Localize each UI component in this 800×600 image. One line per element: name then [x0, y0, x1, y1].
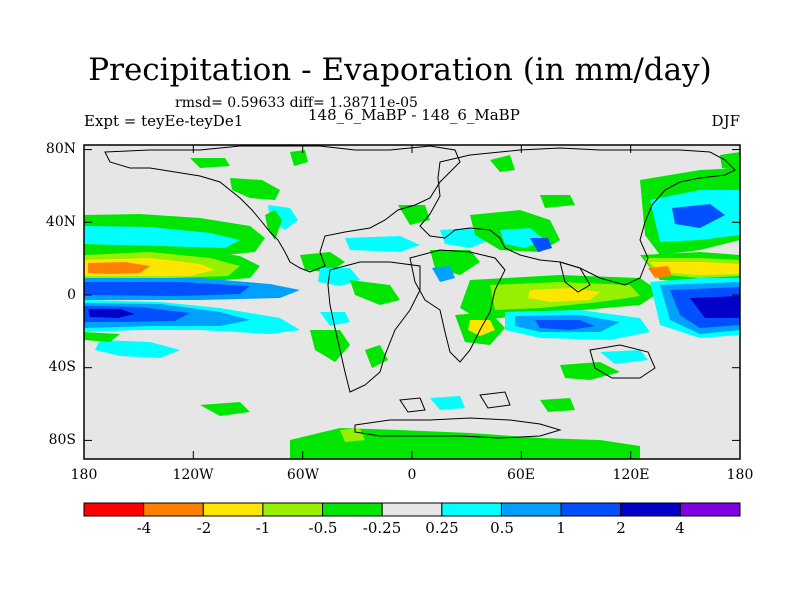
field-green-satl2: [365, 345, 388, 368]
colorbar-label: 1: [556, 519, 566, 537]
colorbar-swatch: [441, 502, 502, 517]
field-yellow-ind-eq: [528, 288, 600, 302]
coast-eurasia: [419, 147, 736, 286]
field-green-arctic1: [190, 158, 230, 168]
contour-field: [84, 150, 740, 459]
field-green-sib: [540, 195, 575, 208]
colorbar-swatch: [500, 502, 562, 517]
colorbar-swatch: [202, 502, 264, 517]
y-tick-80n: 80N: [45, 141, 76, 157]
colorbar-swatch: [679, 502, 741, 517]
colorbar-label: 4: [675, 519, 685, 537]
colorbar-label: 0.5: [490, 519, 514, 537]
colorbar-swatch: [143, 502, 204, 517]
x-tick-120w: 120W: [172, 467, 214, 483]
field-orange-wpac: [648, 266, 672, 278]
colorbar: [83, 502, 741, 517]
field-yellowgreen-antarctic: [340, 428, 365, 442]
x-tick-0: 0: [407, 467, 417, 483]
field-lightblue-afr: [432, 266, 455, 282]
colorbar-label: 2: [616, 519, 626, 537]
field-green-atl1: [300, 252, 345, 272]
field-blue-ind-n: [530, 238, 552, 252]
field-blue-wpac-n: [672, 204, 725, 228]
x-tick-60w: 60W: [286, 467, 320, 483]
colorbar-swatch: [322, 502, 383, 517]
y-tick-0: 0: [67, 287, 76, 303]
field-darkblue-southpac: [88, 309, 135, 318]
y-tick-40n: 40N: [45, 214, 76, 230]
colorbar-label: -4: [136, 519, 152, 537]
colorbar-label: -2: [196, 519, 212, 537]
colorbar-label: -0.5: [308, 519, 338, 537]
field-green-satl: [350, 280, 400, 305]
field-green-na3: [265, 210, 282, 240]
field-cyan-ind-s2: [600, 350, 648, 364]
field-green-ind-s2: [560, 362, 620, 380]
experiment-label: Expt = teyEe-teyDe1: [84, 112, 244, 130]
field-blue-ind-s: [535, 320, 595, 330]
coast-india: [559, 261, 591, 293]
y-tick-40s: 40S: [48, 359, 76, 375]
field-green-sa1: [310, 330, 350, 362]
season-label: DJF: [711, 112, 740, 130]
field-cyan-spcz: [95, 340, 180, 358]
field-yellow-wpac: [650, 262, 740, 275]
colorbar-swatch: [262, 502, 324, 517]
colorbar-swatch: [560, 502, 622, 517]
plot-title: Precipitation - Evaporation (in mm/day): [88, 52, 712, 88]
field-green-eur: [398, 205, 430, 225]
coast-africa: [409, 249, 506, 363]
coast-south-america: [327, 261, 421, 393]
x-tick-180w: 180: [70, 467, 98, 483]
field-cyan-so2: [430, 396, 465, 410]
x-tick-180e: 180: [726, 467, 754, 483]
coast-island-1: [399, 397, 426, 413]
field-blue-eq: [84, 282, 250, 296]
field-darkblue-wpac-eq: [690, 296, 740, 318]
colorbar-swatch: [620, 502, 681, 517]
coast-australia: [589, 344, 656, 379]
tick-marks: [84, 145, 740, 459]
field-green-na1: [230, 178, 280, 200]
coastlines: [104, 145, 736, 439]
colorbar-label: -0.25: [362, 519, 402, 537]
coast-island-2: [479, 391, 511, 409]
field-green-arctic2: [290, 150, 308, 166]
field-green-arctic3: [720, 152, 740, 170]
field-green-so3: [540, 398, 575, 412]
plot-subtitle: 148_6_MaBP - 148_6_MaBP: [308, 106, 520, 124]
colorbar-swatch: [381, 502, 443, 517]
field-green-asia-n: [490, 155, 515, 172]
field-cyan-med: [345, 236, 420, 252]
colorbar-label: 0.25: [425, 519, 459, 537]
coast-north-america: [104, 145, 461, 273]
field-cyan-northpac: [84, 226, 240, 248]
x-tick-60e: 60E: [506, 467, 536, 483]
field-orange-eqpac: [88, 262, 150, 274]
field-green-so1: [200, 402, 250, 416]
colorbar-label: -1: [255, 519, 271, 537]
rmsd-stats: rmsd= 0.59633 diff= 1.38711e-05: [175, 95, 418, 111]
field-cyan-sa2: [320, 312, 350, 326]
coast-antarctica: [354, 417, 562, 439]
field-green-sp: [84, 332, 120, 342]
x-tick-120e: 120E: [612, 467, 650, 483]
y-tick-80s: 80S: [48, 432, 76, 448]
colorbar-swatch: [83, 502, 145, 517]
